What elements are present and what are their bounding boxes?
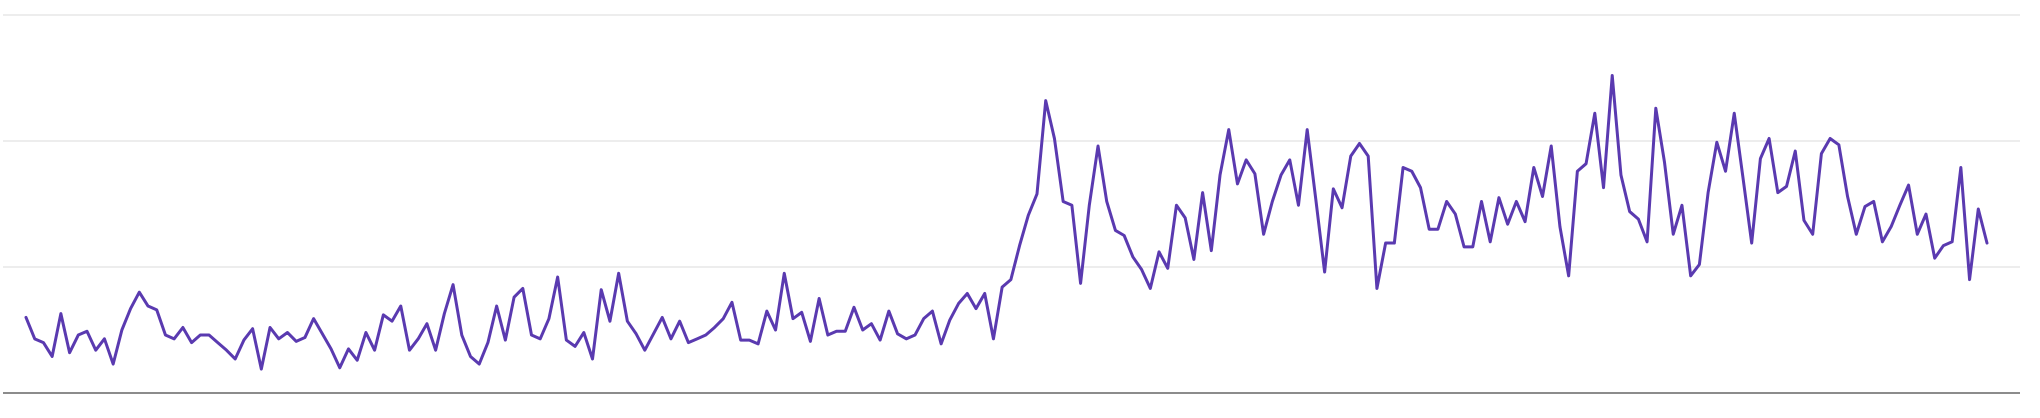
data-line [24, 73, 1989, 371]
